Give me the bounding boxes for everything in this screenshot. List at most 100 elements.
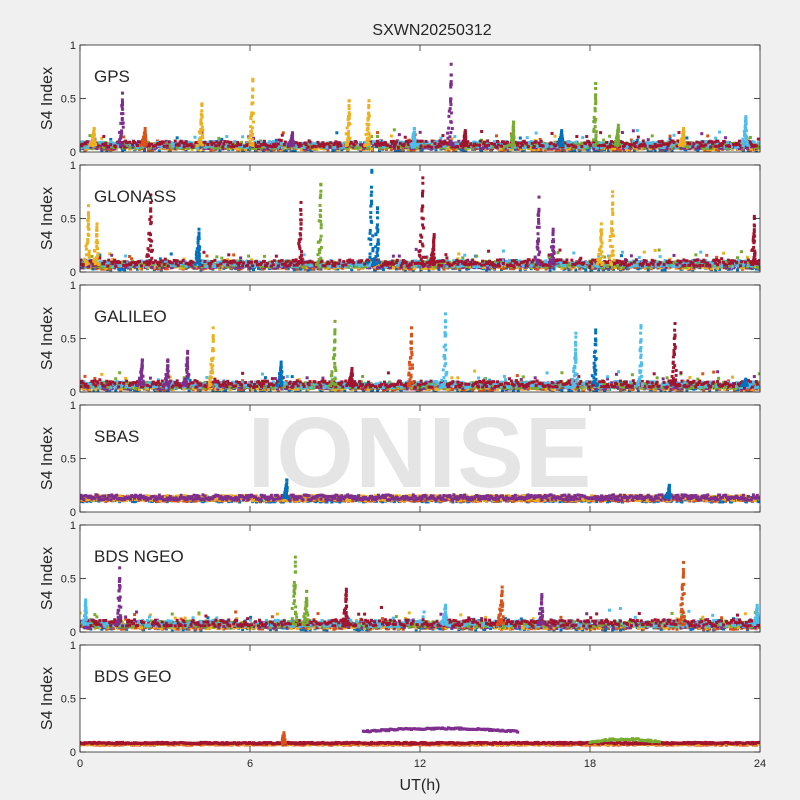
baseline-point (529, 139, 533, 143)
baseline-point (165, 146, 169, 150)
baseline-point (654, 145, 658, 149)
peak-point (448, 107, 452, 111)
peak-point (199, 141, 203, 145)
baseline-point (503, 146, 507, 150)
peak-point (364, 132, 368, 136)
peak-point (615, 140, 619, 144)
baseline-point (280, 146, 284, 150)
baseline-point (466, 140, 470, 144)
baseline-point (649, 142, 653, 146)
baseline-point (405, 139, 409, 143)
baseline-point (728, 141, 732, 145)
baseline-point (164, 139, 168, 143)
baseline-point (303, 141, 307, 145)
peak-point (594, 137, 598, 141)
baseline-point (479, 147, 483, 151)
peak-point (449, 100, 453, 104)
peak-point (347, 135, 351, 139)
baseline-point (87, 265, 91, 269)
baseline-point (147, 144, 151, 148)
baseline-point (472, 144, 476, 148)
baseline-point (708, 140, 712, 144)
baseline-point (518, 145, 522, 149)
baseline-point (243, 144, 247, 148)
peak-point (348, 113, 352, 117)
peak-point (90, 138, 94, 142)
baseline-point (596, 146, 600, 150)
baseline-point (728, 144, 732, 148)
baseline-point (648, 147, 652, 151)
peak-point (250, 113, 254, 117)
peak-point (743, 125, 747, 129)
baseline-point (277, 138, 281, 142)
baseline-point (599, 131, 603, 135)
baseline-point (439, 136, 443, 140)
baseline-point (128, 146, 132, 150)
peak-point (411, 143, 415, 147)
baseline-point (618, 142, 622, 146)
peak-point (510, 133, 514, 137)
baseline-point (573, 265, 577, 269)
baseline-point (483, 140, 487, 144)
peak-point (200, 109, 204, 113)
peak-point (447, 109, 451, 113)
baseline-point (706, 134, 710, 138)
peak-point (744, 118, 748, 122)
baseline-point (328, 145, 332, 149)
baseline-point (570, 266, 574, 270)
baseline-point (308, 146, 312, 150)
baseline-point (485, 141, 489, 145)
baseline-point (705, 266, 709, 270)
baseline-point (406, 148, 410, 152)
peak-point (744, 120, 748, 124)
peak-point (741, 140, 745, 144)
baseline-point (518, 267, 522, 271)
peak-point (250, 138, 254, 142)
baseline-point (452, 148, 456, 152)
baseline-point (152, 267, 156, 271)
baseline-point (612, 267, 616, 271)
peak-point (347, 107, 351, 111)
baseline-point (109, 148, 113, 152)
baseline-point (373, 140, 377, 144)
baseline-point (607, 267, 611, 271)
baseline-point (541, 144, 545, 148)
baseline-point (721, 141, 725, 145)
baseline-point (321, 141, 325, 145)
baseline-point (584, 268, 588, 272)
baseline-point (476, 145, 480, 149)
baseline-point (373, 265, 377, 269)
peak-point (412, 130, 416, 134)
baseline-point (286, 146, 290, 150)
baseline-point (636, 135, 640, 139)
baseline-point (440, 140, 444, 144)
peak-point (593, 117, 597, 121)
baseline-point (674, 266, 678, 270)
baseline-point (572, 144, 576, 148)
baseline-point (312, 144, 316, 148)
baseline-point (666, 266, 670, 270)
peak-point (249, 125, 253, 129)
baseline-point (124, 265, 128, 269)
baseline-point (300, 265, 304, 269)
baseline-point (142, 147, 146, 151)
baseline-point (168, 144, 172, 148)
peak-point (346, 133, 350, 137)
baseline-point (391, 139, 395, 143)
baseline-point (511, 146, 515, 150)
baseline-point (592, 147, 596, 151)
baseline-point (341, 266, 345, 270)
peak-point (120, 116, 124, 120)
data-points (80, 62, 760, 152)
baseline-point (216, 146, 220, 150)
baseline-point (482, 142, 486, 146)
baseline-point (113, 266, 117, 270)
baseline-point (488, 267, 492, 271)
baseline-point (670, 149, 674, 152)
baseline-point (701, 140, 705, 144)
baseline-point (217, 136, 221, 140)
peak-point (248, 139, 252, 143)
baseline-point (441, 134, 445, 138)
peak-point (367, 99, 371, 103)
y-tick-label: 0.5 (61, 94, 76, 106)
